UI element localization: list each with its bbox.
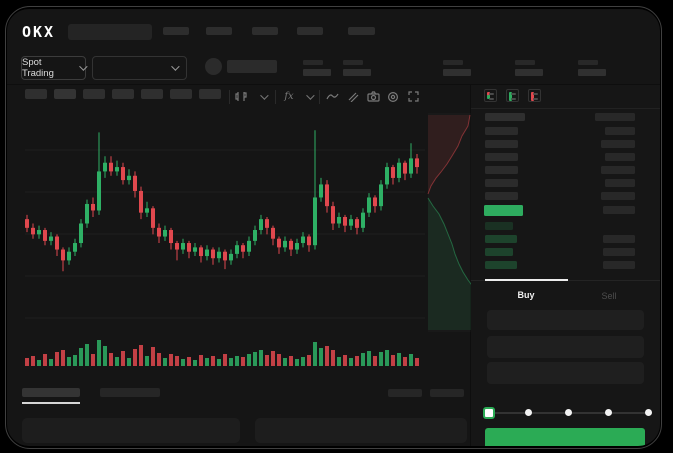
candle-style-icon[interactable] <box>233 89 249 104</box>
chevron-down-icon <box>171 62 180 71</box>
coin-icon <box>205 58 222 75</box>
slider-stop-dot[interactable] <box>565 409 572 416</box>
camera-icon[interactable] <box>365 89 381 104</box>
nav-item[interactable] <box>297 27 323 35</box>
nav-item[interactable] <box>348 27 375 35</box>
interval-button[interactable] <box>83 89 105 99</box>
interval-button[interactable] <box>199 89 221 99</box>
bottom-tab[interactable] <box>100 388 160 397</box>
chevron-down-icon[interactable] <box>255 89 271 104</box>
active-tab-underline <box>22 402 80 404</box>
book-both-icon[interactable] <box>484 89 497 102</box>
slider-stop-dot[interactable] <box>605 409 612 416</box>
fullscreen-icon[interactable] <box>405 89 421 104</box>
amount-input[interactable] <box>487 336 644 358</box>
chevron-down-icon <box>79 62 88 71</box>
book-bids-icon[interactable] <box>506 89 519 102</box>
tab-sell[interactable]: Sell <box>601 291 617 301</box>
total-input[interactable] <box>487 362 644 384</box>
slider-handle[interactable] <box>483 407 495 419</box>
interval-button[interactable] <box>170 89 192 99</box>
bottom-link[interactable] <box>388 389 422 397</box>
indicators-icon[interactable]: fx <box>284 91 294 102</box>
settings-icon[interactable] <box>385 89 401 104</box>
buy-tab-indicator <box>485 279 568 281</box>
interval-button[interactable] <box>112 89 134 99</box>
price-input[interactable] <box>487 310 644 330</box>
chevron-down-icon[interactable] <box>301 89 317 104</box>
interval-button[interactable] <box>141 89 163 99</box>
nav-item[interactable] <box>206 27 232 35</box>
tab-buy[interactable]: Buy <box>517 290 535 300</box>
trading-app-window: OKX Spot Trading <box>7 9 660 446</box>
nav-item[interactable] <box>163 27 189 35</box>
market-type-label: Spot Trading <box>22 57 54 79</box>
slider-stop-dot[interactable] <box>645 409 652 416</box>
drawing-tools-icon[interactable] <box>345 89 361 104</box>
book-asks-icon[interactable] <box>528 89 541 102</box>
last-price-value <box>227 60 277 73</box>
bottom-panel[interactable] <box>255 418 467 443</box>
bottom-link[interactable] <box>430 389 464 397</box>
interval-button[interactable] <box>25 89 47 99</box>
bottom-panel[interactable] <box>22 418 240 443</box>
candlestick-chart[interactable] <box>20 110 480 385</box>
nav-item[interactable] <box>252 27 278 35</box>
slider-stop-dot[interactable] <box>525 409 532 416</box>
screen-bezel <box>5 6 662 449</box>
search-input[interactable] <box>68 24 152 40</box>
buy-submit-button[interactable] <box>485 428 645 446</box>
pair-selector[interactable] <box>92 56 187 80</box>
line-style-icon[interactable] <box>324 89 340 104</box>
okx-logo: OKX <box>22 23 56 41</box>
market-type-selector[interactable]: Spot Trading <box>21 56 88 80</box>
bottom-tab-active[interactable] <box>22 388 80 397</box>
interval-button[interactable] <box>54 89 76 99</box>
